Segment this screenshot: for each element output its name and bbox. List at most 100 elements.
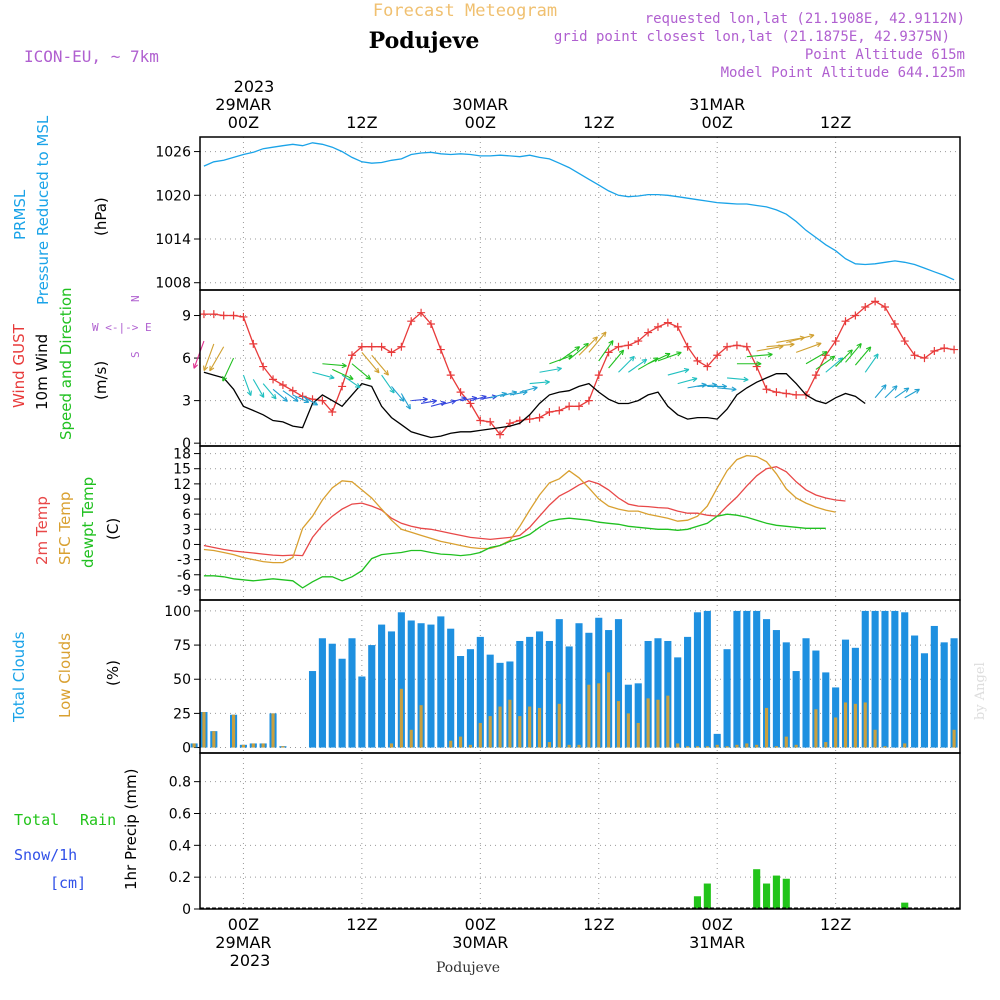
gust-marker [545, 408, 553, 416]
gust-marker [782, 390, 790, 398]
bottom-hour-label: 12Z [820, 915, 851, 934]
top-hour-label: 00Z [228, 113, 259, 132]
low-cloud-bar [232, 715, 235, 748]
bottom-hour-label: 12Z [583, 915, 614, 934]
total-cloud-bar [921, 653, 928, 747]
total-cloud-bar [793, 671, 800, 748]
gust-marker [674, 323, 682, 331]
gust-marker [536, 414, 544, 422]
dewpt-label: dewpt Temp [79, 477, 97, 568]
low-cloud-bar [854, 704, 857, 748]
meteogram: Forecast Meteogram Podujeve ICON-EU, ~ 7… [0, 0, 1000, 1000]
low-cloud-bar [765, 708, 768, 748]
temp2m-label: 2m Temp [33, 496, 51, 565]
sfc-temp-label: SFC Temp [56, 492, 74, 565]
low-cloud-bar [558, 704, 561, 748]
hpa-unit: (hPa) [92, 197, 110, 236]
wind-arrow [648, 354, 670, 364]
gust-marker [605, 348, 613, 356]
wind-arrow [382, 375, 395, 393]
wind-arrow [352, 364, 371, 380]
total-cloud-bar [309, 671, 316, 748]
wind-arrow [362, 352, 379, 372]
rain-label: Rain [80, 811, 116, 829]
gust-marker [950, 346, 958, 354]
total-cloud-bar [773, 630, 780, 747]
panel-frame [200, 290, 960, 446]
total-cloud-bar [891, 611, 898, 748]
bottom-date-label: 29MAR [215, 933, 271, 952]
pct-unit: (%) [104, 660, 122, 686]
total-cloud-bar [575, 623, 582, 747]
low-cloud-bar [193, 743, 196, 747]
bottom-hour-label: 00Z [465, 915, 496, 934]
total-cloud-bar [378, 625, 385, 748]
low-cloud-bar [202, 712, 205, 748]
gust-marker [920, 354, 928, 362]
low-cloud-bar [637, 723, 640, 748]
gust-marker [447, 371, 455, 379]
wind-arrow [796, 343, 821, 352]
clouds-panel: 0255075100 [164, 600, 960, 757]
total-rain-label: Total [14, 811, 59, 829]
ytick-label: 0.6 [169, 806, 191, 822]
gust-marker [733, 341, 741, 349]
low-cloud-bar [262, 743, 265, 747]
wind-arrow [885, 386, 897, 398]
low-cloud-bar [686, 746, 689, 747]
gust-marker [565, 402, 573, 410]
wind-arrow [846, 344, 862, 363]
ytick-label: 18 [173, 447, 191, 463]
gust-marker [901, 337, 909, 345]
rain-bar [763, 884, 770, 909]
panel-labels: PRMSL Pressure Reduced to MSL (hPa) Wind… [10, 115, 152, 892]
low-cloud-bar [864, 702, 867, 747]
low-cloud-bar [666, 696, 669, 748]
low-cloud-bar [498, 707, 501, 748]
gust-marker [368, 343, 376, 351]
low-cloud-bar [390, 743, 393, 747]
low-cloud-bar [775, 746, 778, 747]
gust-marker [812, 371, 820, 379]
low-cloud-bar [617, 701, 620, 747]
low-cloud-bar [518, 716, 521, 747]
gust-marker [832, 337, 840, 345]
bottom-date-label: 30MAR [452, 933, 508, 952]
c-unit: (C) [104, 518, 122, 540]
compass-n: N [129, 295, 142, 302]
precip-unit: 1hr Precip (mm) [122, 769, 140, 890]
total-cloud-bar [783, 642, 790, 747]
total-cloud-bar [348, 638, 355, 747]
total-cloud-bar [674, 657, 681, 747]
low-cloud-bar [548, 742, 551, 747]
total-cloud-bar [931, 626, 938, 748]
ytick-label: 12 [173, 477, 191, 493]
ytick-label: 0 [182, 902, 191, 918]
top-date-label: 30MAR [452, 95, 508, 114]
low-cloud-bar [706, 746, 709, 747]
low-cloud-bar [627, 713, 630, 747]
top-hour-label: 00Z [702, 113, 733, 132]
low-cloud-bar [883, 746, 886, 747]
low-cloud-bar [410, 730, 413, 748]
top-date-label: 31MAR [689, 95, 745, 114]
wind-dir-label: Speed and Direction [57, 287, 75, 440]
compass-s: S [129, 351, 142, 358]
gust-marker [891, 320, 899, 328]
ytick-label: 1020 [155, 188, 191, 204]
precipitation-panel: 00.20.40.60.8 [169, 753, 960, 918]
total-cloud-bar [319, 638, 326, 747]
low-cloud-bar [528, 707, 531, 748]
total-cloud-bar [368, 645, 375, 747]
footer-station: Podujeve [436, 960, 500, 976]
low-cloud-bar [824, 742, 827, 747]
ms-unit: (m/s) [92, 361, 110, 400]
series-2m-temp [204, 467, 846, 556]
low-cloud-bar [726, 746, 729, 747]
series-dewpt-temp [204, 514, 826, 588]
snow-label: Snow/1h [14, 846, 77, 864]
gust-marker [585, 397, 593, 405]
gust-marker [881, 303, 889, 311]
gust-marker [249, 340, 257, 348]
